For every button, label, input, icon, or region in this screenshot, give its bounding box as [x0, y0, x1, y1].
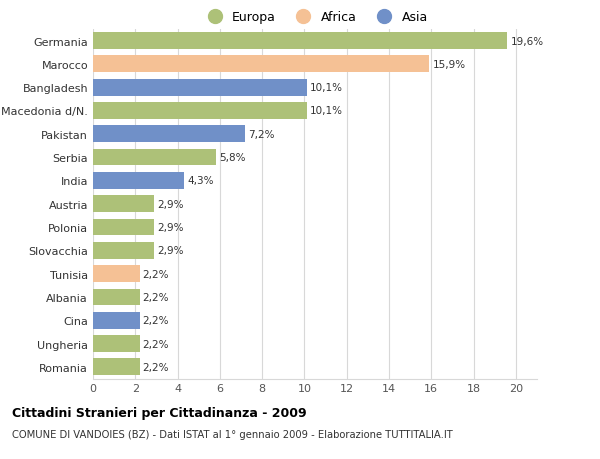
- Text: 2,2%: 2,2%: [143, 339, 169, 349]
- Bar: [93, 242, 154, 259]
- Bar: [93, 149, 215, 166]
- Bar: [93, 56, 429, 73]
- Legend: Europa, Africa, Asia: Europa, Africa, Asia: [197, 6, 433, 29]
- Text: COMUNE DI VANDOIES (BZ) - Dati ISTAT al 1° gennaio 2009 - Elaborazione TUTTITALI: COMUNE DI VANDOIES (BZ) - Dati ISTAT al …: [12, 429, 453, 439]
- Text: 10,1%: 10,1%: [310, 106, 343, 116]
- Text: 15,9%: 15,9%: [433, 60, 466, 70]
- Text: 2,9%: 2,9%: [157, 246, 184, 256]
- Bar: [93, 126, 245, 143]
- Text: 5,8%: 5,8%: [219, 153, 245, 163]
- Text: 2,9%: 2,9%: [157, 199, 184, 209]
- Text: 10,1%: 10,1%: [310, 83, 343, 93]
- Bar: [93, 79, 307, 96]
- Bar: [93, 266, 140, 282]
- Bar: [93, 336, 140, 352]
- Text: 2,2%: 2,2%: [143, 269, 169, 279]
- Text: 4,3%: 4,3%: [187, 176, 214, 186]
- Text: 2,2%: 2,2%: [143, 315, 169, 325]
- Text: 2,2%: 2,2%: [143, 362, 169, 372]
- Bar: [93, 173, 184, 190]
- Bar: [93, 103, 307, 120]
- Bar: [93, 312, 140, 329]
- Text: 19,6%: 19,6%: [511, 36, 544, 46]
- Bar: [93, 33, 508, 50]
- Text: 7,2%: 7,2%: [248, 129, 275, 140]
- Text: Cittadini Stranieri per Cittadinanza - 2009: Cittadini Stranieri per Cittadinanza - 2…: [12, 406, 307, 419]
- Bar: [93, 358, 140, 375]
- Bar: [93, 289, 140, 306]
- Bar: [93, 196, 154, 213]
- Bar: [93, 219, 154, 236]
- Text: 2,9%: 2,9%: [157, 223, 184, 233]
- Text: 2,2%: 2,2%: [143, 292, 169, 302]
